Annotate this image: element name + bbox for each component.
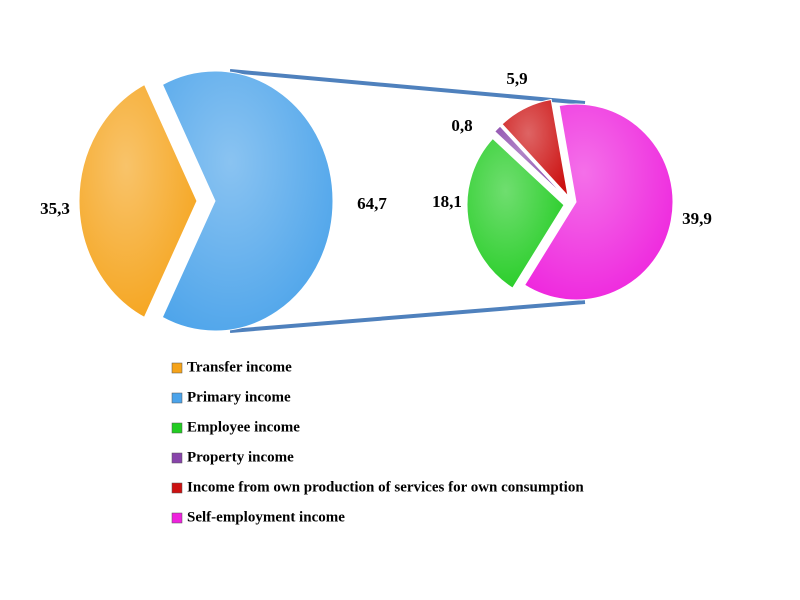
legend-label: Employee income (187, 419, 300, 435)
slice-shine (162, 71, 333, 331)
legend-label: Transfer income (187, 359, 292, 375)
slice-shine (502, 99, 568, 196)
legend-swatch (171, 512, 183, 524)
data-label: 39,9 (682, 209, 712, 228)
connector-line (229, 69, 586, 105)
slice-shine (467, 138, 564, 289)
legend-label: Primary income (187, 389, 291, 405)
legend-swatch (171, 422, 183, 434)
legend-swatch (171, 392, 183, 404)
legend-label: Property income (187, 449, 294, 465)
slice-shine (79, 84, 197, 318)
data-label: 64,7 (357, 194, 387, 213)
legend-label: Income from own production of services f… (187, 479, 584, 495)
connector-line (229, 300, 586, 333)
data-label: 5,9 (506, 69, 527, 88)
data-label: 18,1 (432, 192, 462, 211)
slice-shine (494, 126, 566, 198)
legend-label: Self-employment income (187, 509, 345, 525)
data-label: 35,3 (40, 199, 70, 218)
data-label: 0,8 (451, 116, 472, 135)
legend-swatch (171, 362, 183, 374)
slice-shine (524, 104, 673, 300)
legend-swatch (171, 482, 183, 494)
legend-swatch (171, 452, 183, 464)
